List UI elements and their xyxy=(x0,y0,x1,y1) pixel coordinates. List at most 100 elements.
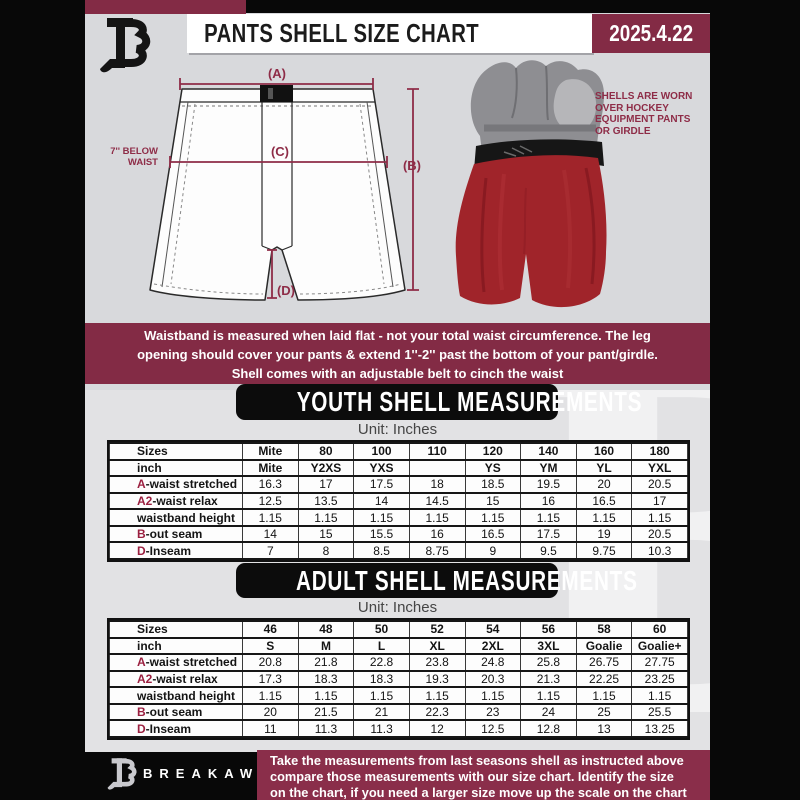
diagram-label-b: (B) xyxy=(402,158,422,173)
size-cell: 54 xyxy=(464,620,522,639)
size-cell: 12 xyxy=(408,719,466,738)
size-cell: 17.3 xyxy=(242,669,299,689)
size-cell: XL xyxy=(408,636,466,656)
size-cell: 20 xyxy=(575,475,633,494)
footer-instructions-banner-line: on the chart, if you need a larger size … xyxy=(270,784,687,800)
size-cell: YM xyxy=(520,458,577,478)
row-label: B-out seam xyxy=(109,702,243,722)
size-cell: 27.75 xyxy=(631,653,688,672)
size-cell: 1.15 xyxy=(297,508,355,527)
size-cell: 10.3 xyxy=(631,541,688,560)
row-label: A2-waist relax xyxy=(109,491,243,511)
size-cell: 12.5 xyxy=(464,719,522,738)
size-cell: 11.3 xyxy=(353,719,410,738)
hockey-pants-image xyxy=(455,60,607,308)
size-cell: M xyxy=(297,636,355,656)
size-cell: 15.5 xyxy=(353,524,410,544)
row-label: D-Inseam xyxy=(109,719,243,738)
size-cell: 120 xyxy=(464,442,522,461)
youth-size-table: Sizes Mite 80 100 110 120 140 160 180 inch Mite Y2X… xyxy=(107,440,690,562)
adult-heading-text: ADULT SHELL MEASUREMENTS xyxy=(296,565,638,596)
size-cell: Goalie xyxy=(575,636,633,656)
size-cell: 20 xyxy=(242,702,299,722)
pants-shell-diagram xyxy=(149,78,419,301)
size-cell: 52 xyxy=(408,620,466,639)
size-cell: Goalie+ xyxy=(631,636,688,656)
size-cell: 16 xyxy=(520,491,577,511)
diagram-label-a: (A) xyxy=(267,66,287,81)
accent-letter: A xyxy=(137,477,146,492)
footer-instructions-banner-line: compare those measurements with our size… xyxy=(270,768,674,784)
adult-unit-label: Unit: Inches xyxy=(357,599,438,616)
row-label: Sizes xyxy=(109,620,243,639)
size-cell: 1.15 xyxy=(242,508,299,527)
table-row: Sizes 46 48 50 52 54 56 58 60 xyxy=(109,620,688,639)
size-cell: 13 xyxy=(575,719,633,738)
size-cell: 1.15 xyxy=(575,508,633,527)
size-cell: 15 xyxy=(464,491,522,511)
size-cell: 20.8 xyxy=(242,653,299,672)
diagram-label-c: (C) xyxy=(270,144,290,159)
date-text: 2025.4.22 xyxy=(609,20,693,46)
below-waist-note-line: WAIST xyxy=(127,157,158,168)
size-cell: 110 xyxy=(408,442,466,461)
size-cell: 17.5 xyxy=(353,475,410,494)
size-cell: YS xyxy=(464,458,522,478)
size-cell: 18.3 xyxy=(297,669,355,689)
size-cell: 11 xyxy=(242,719,299,738)
row-label: D-Inseam xyxy=(109,541,243,560)
size-cell: 16 xyxy=(408,524,466,544)
size-cell: 9 xyxy=(464,541,522,560)
size-cell: 20.5 xyxy=(631,475,688,494)
size-cell: Y2XS xyxy=(297,458,355,478)
size-cell: 25.5 xyxy=(631,702,688,722)
size-cell: 14 xyxy=(242,524,299,544)
size-cell: 9.5 xyxy=(520,541,577,560)
size-cell: 1.15 xyxy=(631,686,688,705)
below-waist-note-line: 7'' BELOW xyxy=(110,146,158,157)
size-cell: 1.15 xyxy=(464,508,522,527)
table-row: inch S M L XL 2XL 3XL Goalie Goalie+ xyxy=(109,636,688,656)
shells-worn-note-line: OR GIRDLE xyxy=(595,125,651,137)
size-cell: Mite xyxy=(242,458,299,478)
size-cell xyxy=(408,458,466,478)
row-label: A-waist stretched xyxy=(109,475,243,494)
size-cell: 7 xyxy=(242,541,299,560)
size-cell: 1.15 xyxy=(631,508,688,527)
size-cell: 21.5 xyxy=(297,702,355,722)
accent-letter: B xyxy=(137,705,146,720)
size-cell: 18.3 xyxy=(353,669,410,689)
size-cell: 22.25 xyxy=(575,669,633,689)
size-cell: YXS xyxy=(353,458,410,478)
size-cell: 17.5 xyxy=(520,524,577,544)
size-cell: 12.5 xyxy=(242,491,299,511)
accent-letter: A xyxy=(137,655,146,670)
youth-section-heading: YOUTH SHELL MEASUREMENTS xyxy=(236,384,641,420)
size-cell: 22.8 xyxy=(353,653,410,672)
measurement-info-banner-line: Shell comes with an adjustable belt to c… xyxy=(231,366,564,381)
measurement-info-banner: Waistband is measured when laid flat - n… xyxy=(85,323,710,384)
table-row: B-out seam 20 21.5 21 22.3 23 24 25 25.5 xyxy=(109,702,688,722)
accent-letter: A2 xyxy=(137,671,153,686)
size-cell: 24 xyxy=(520,702,577,722)
table-row: D-Inseam 11 11.3 11.3 12 12.5 12.8 13 13.25 xyxy=(109,719,688,738)
measurement-info-banner-line: opening should cover your pants & extend… xyxy=(137,347,658,362)
shells-worn-note-line: EQUIPMENT PANTS xyxy=(595,114,691,125)
row-label: waistband height xyxy=(109,686,243,705)
size-cell: 19.3 xyxy=(408,669,466,689)
size-cell: 1.15 xyxy=(408,508,466,527)
size-table: Sizes Mite 80 100 110 120 140 160 180 inch Mite Y2X… xyxy=(109,442,688,560)
size-cell: 12.8 xyxy=(520,719,577,738)
table-row: inch Mite Y2XS YXS YS YM YL YXL xyxy=(109,458,688,478)
size-cell: 21.3 xyxy=(520,669,577,689)
size-cell: 25 xyxy=(575,702,633,722)
footer-instructions-banner: Take the measurements from last seasons … xyxy=(257,750,710,800)
size-cell: 15 xyxy=(297,524,355,544)
row-label: A2-waist relax xyxy=(109,669,243,689)
table-row: waistband height 1.15 1.15 1.15 1.15 1.15 1.15… xyxy=(109,508,688,527)
size-cell: S xyxy=(242,636,299,656)
footer-instructions-banner-line: Take the measurements from last seasons … xyxy=(270,753,684,768)
size-cell: 1.15 xyxy=(464,686,522,705)
size-cell: 23 xyxy=(464,702,522,722)
